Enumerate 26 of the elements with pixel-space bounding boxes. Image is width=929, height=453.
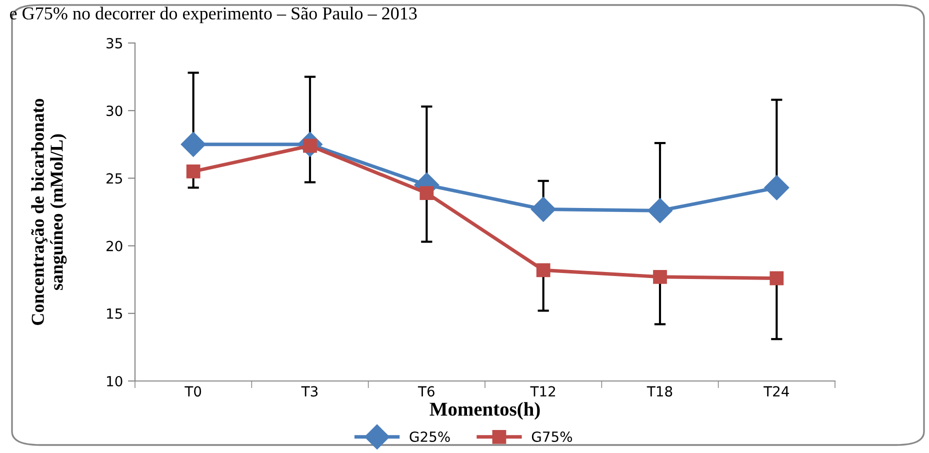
point — [653, 270, 667, 284]
point — [648, 198, 672, 224]
x-tick-label: T6 — [418, 386, 434, 397]
point — [186, 164, 200, 178]
point — [764, 175, 790, 200]
legend-label: G75% — [532, 431, 572, 442]
x-tick-label: T0 — [184, 386, 202, 397]
x-tick-label: T3 — [301, 386, 318, 397]
y-tick-label: 15 — [107, 308, 122, 319]
y-axis-title: Concentração de bicarbonato sanguíneo (mMol/L) — [31, 98, 67, 325]
point — [180, 132, 206, 157]
y-tick-label: 10 — [107, 376, 122, 386]
y-tick-label: 25 — [106, 173, 122, 184]
legend-label: G25% — [410, 431, 450, 442]
x-tick-label: T24 — [764, 386, 789, 396]
point — [530, 196, 556, 222]
text: e G75% no decorrer do experimento – São Paulo – 2013 — [10, 6, 417, 24]
point — [770, 271, 784, 286]
x-tick-label: T12 — [530, 386, 556, 396]
point — [536, 263, 550, 278]
y-tick-label: 30 — [106, 106, 122, 116]
point — [420, 186, 434, 200]
y-tick-label: 35 — [106, 38, 122, 48]
y-tick-label: 20 — [106, 240, 122, 252]
x-tick-label: T18 — [646, 386, 672, 397]
x-axis-title: Momentos(h) — [430, 402, 540, 420]
